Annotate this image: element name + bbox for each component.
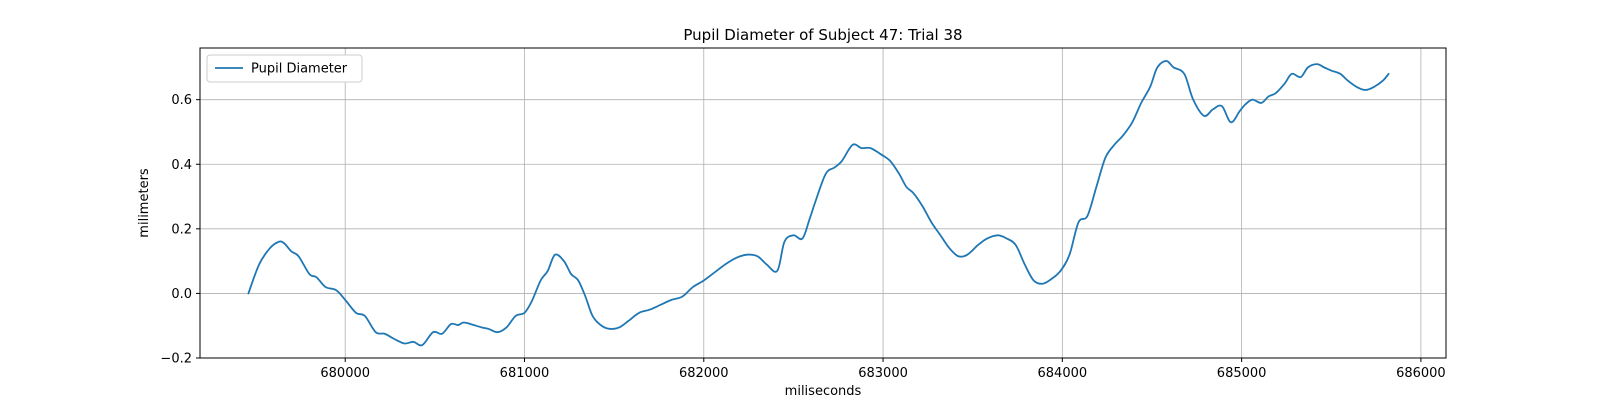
x-tick-label: 685000 — [1217, 366, 1267, 381]
y-tick-label: 0.6 — [171, 93, 192, 108]
y-tick-label: 0.0 — [171, 287, 192, 302]
legend-box — [206, 54, 363, 83]
x-tick-label: 683000 — [858, 366, 908, 381]
x-axis-ticks: 680000 681000 682000 683000 684000 685000 6860… — [320, 358, 1446, 381]
legend: Pupil Diameter — [206, 54, 363, 83]
series-layer — [247, 60, 1390, 347]
x-tick-label: 686000 — [1396, 366, 1446, 381]
y-axis-title: milimeters — [137, 168, 152, 238]
legend-label-pupil-diameter: Pupil Diameter — [251, 62, 348, 77]
x-tick-label: 684000 — [1038, 366, 1088, 381]
y-tick-label: −0.2 — [160, 352, 192, 367]
x-tick-label: 681000 — [500, 366, 550, 381]
chart-title: Pupil Diameter of Subject 47: Trial 38 — [683, 26, 962, 44]
y-tick-label: 0.2 — [171, 222, 192, 237]
plot-frame — [199, 47, 1447, 359]
y-tick-label: 0.4 — [171, 158, 192, 173]
y-axis-ticks: −0.2 0.0 0.2 0.4 0.6 — [160, 93, 200, 367]
x-tick-label: 682000 — [679, 366, 729, 381]
series-line-pupil-diameter — [247, 60, 1390, 347]
x-tick-label: 680000 — [320, 366, 370, 381]
x-axis-title: miliseconds — [785, 384, 862, 399]
